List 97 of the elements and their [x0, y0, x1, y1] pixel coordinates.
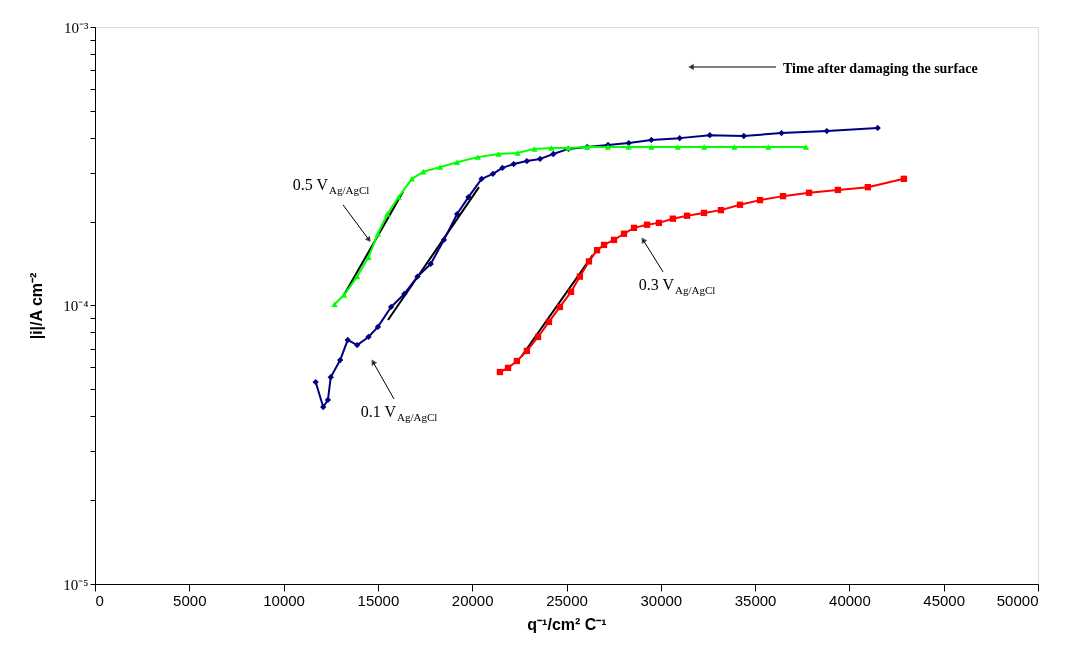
point	[717, 206, 725, 214]
point	[874, 124, 881, 132]
y-axis-title: |i|/A cm⁻²	[28, 272, 46, 340]
point	[453, 210, 461, 218]
point	[440, 236, 448, 244]
point	[701, 144, 708, 150]
point	[625, 144, 632, 150]
point	[550, 150, 557, 158]
annotation: Time after damaging the surface	[783, 61, 978, 76]
x-tick-label: 0	[95, 591, 104, 609]
point	[802, 144, 810, 150]
point	[556, 303, 564, 311]
point	[514, 150, 521, 156]
point	[496, 368, 504, 376]
point	[427, 260, 434, 268]
point	[683, 212, 691, 219]
point	[669, 215, 677, 222]
x-tick-label: 50000	[996, 591, 1039, 609]
point	[600, 241, 608, 249]
point	[534, 333, 542, 341]
y-tick-label: 10⁻⁵	[63, 576, 89, 593]
point	[765, 144, 772, 150]
point	[465, 193, 472, 201]
point	[365, 254, 372, 261]
point	[344, 336, 351, 344]
point	[610, 236, 618, 244]
point	[504, 364, 512, 372]
point	[706, 131, 713, 139]
point	[414, 273, 421, 280]
point	[510, 160, 517, 168]
point	[523, 157, 531, 165]
point	[740, 132, 747, 140]
point	[674, 144, 681, 150]
point	[474, 154, 482, 160]
point	[593, 247, 601, 254]
point	[576, 273, 584, 280]
x-tick-label: 30000	[640, 591, 683, 609]
point	[900, 175, 908, 182]
point	[499, 164, 506, 172]
point	[648, 136, 655, 144]
point	[756, 196, 764, 204]
point	[365, 333, 372, 341]
point	[805, 189, 813, 196]
point	[513, 357, 521, 365]
point	[374, 323, 382, 331]
point	[408, 176, 416, 182]
x-tick-label: 10000	[263, 591, 305, 609]
point	[436, 164, 444, 170]
point	[489, 170, 497, 177]
point	[864, 184, 872, 191]
point	[401, 290, 408, 298]
point	[420, 169, 427, 175]
point	[523, 347, 531, 355]
point	[536, 155, 544, 163]
point	[324, 396, 332, 404]
point	[630, 224, 638, 232]
point	[337, 356, 344, 364]
point	[340, 292, 348, 298]
point	[655, 219, 663, 227]
point	[353, 341, 361, 349]
point	[736, 201, 744, 208]
x-tick-label: 45000	[923, 591, 966, 609]
point	[395, 194, 402, 200]
point	[387, 303, 395, 311]
point	[676, 134, 683, 142]
x-tick-label: 15000	[357, 591, 400, 609]
point	[531, 146, 538, 152]
point	[353, 273, 361, 280]
x-tick-label: 40000	[829, 591, 871, 609]
point	[545, 318, 553, 326]
x-tick-label: 25000	[546, 591, 588, 609]
point	[453, 159, 461, 165]
point	[620, 230, 628, 237]
x-tick-label: 5000	[173, 591, 207, 609]
point	[331, 301, 338, 308]
point	[327, 373, 334, 381]
y-tick-label: 10⁻⁴	[63, 298, 89, 314]
point	[548, 145, 555, 151]
point	[384, 211, 391, 217]
point	[648, 144, 655, 150]
point	[312, 378, 319, 386]
y-tick-label: 10⁻³	[64, 19, 89, 36]
point	[643, 221, 651, 228]
point	[823, 127, 830, 135]
point	[779, 192, 787, 200]
x-axis-title: q⁻¹/cm² C⁻¹	[527, 615, 607, 633]
point	[778, 129, 785, 137]
point	[495, 151, 502, 157]
point	[478, 175, 485, 182]
point	[585, 258, 593, 265]
x-tick-label: 35000	[734, 591, 777, 609]
point	[834, 186, 842, 194]
x-tick-label: 20000	[451, 591, 494, 609]
point	[567, 288, 575, 295]
point	[731, 144, 738, 150]
point	[700, 209, 708, 217]
point	[320, 403, 327, 411]
